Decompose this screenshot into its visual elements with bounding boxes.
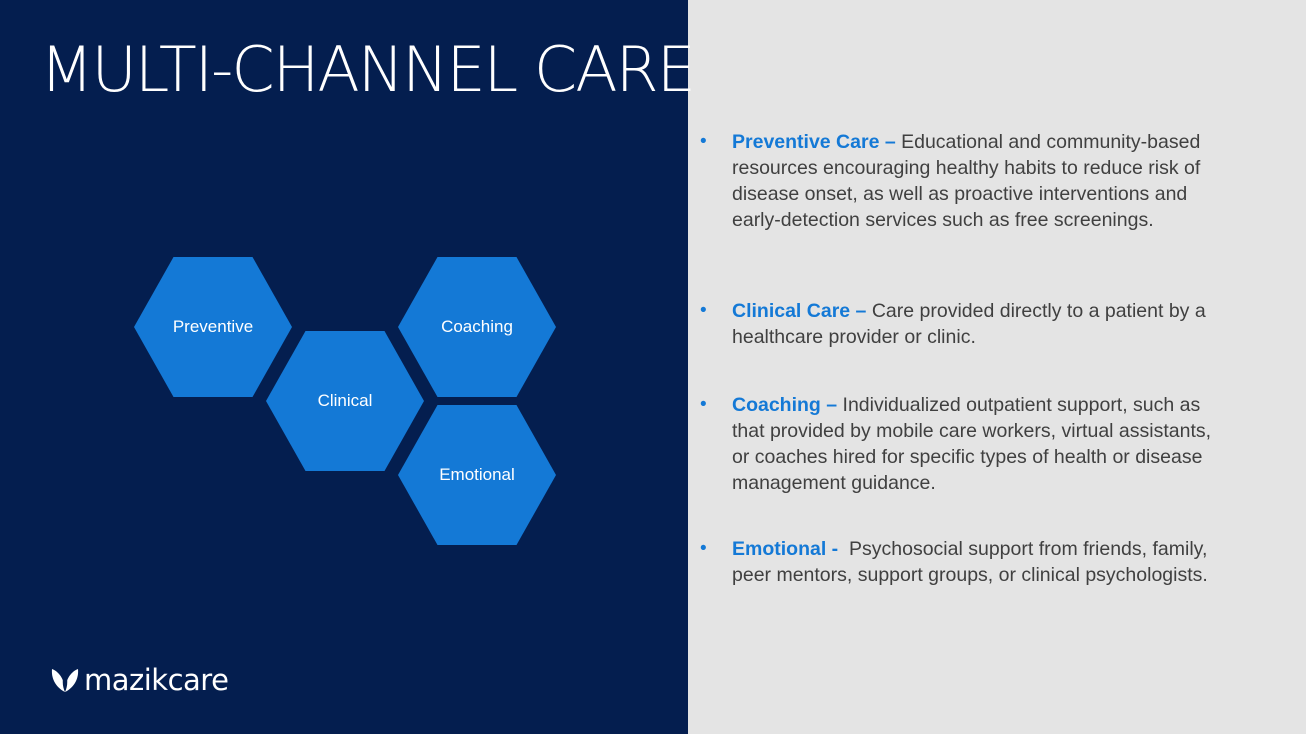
leaf-icon	[51, 669, 79, 692]
bullet-dot: •	[700, 131, 707, 152]
bullet-term: Clinical Care –	[732, 300, 867, 322]
hexagon-label: Coaching	[441, 317, 513, 336]
bullet-term: Coaching –	[732, 394, 838, 416]
logo: mazikcare	[48, 662, 229, 698]
hexagon-label: Clinical	[317, 391, 373, 410]
hexagon-preventive: Preventive	[134, 257, 292, 397]
hexagon-label: Emotional	[439, 465, 515, 484]
bullet-dot: •	[700, 300, 707, 321]
bullet-term: Preventive Care –	[732, 131, 896, 153]
bullet-preventive-care: • Preventive Care – Educational and comm…	[700, 129, 1220, 233]
right-panel	[688, 0, 1306, 734]
bullet-text: Educational and community-based resource…	[732, 131, 1201, 231]
bullet-text: Individualized outpatient support, such …	[732, 394, 1212, 494]
bullet-dot: •	[700, 394, 707, 415]
bullet-emotional: • Emotional - Psychosocial support from …	[700, 536, 1220, 588]
bullet-text: Psychosocial support from friends, famil…	[732, 538, 1208, 586]
bullet-term: Emotional -	[732, 538, 839, 560]
hexagon-label: Preventive	[172, 317, 254, 336]
bullet-clinical-care: • Clinical Care – Care provided directly…	[700, 298, 1220, 350]
bullet-dot: •	[700, 538, 707, 559]
bullet-coaching: • Coaching – Individualized outpatient s…	[700, 392, 1220, 496]
logo-text: mazikcare	[84, 663, 229, 697]
hexagon-clinical: Clinical	[266, 331, 424, 471]
page-title: MULTI-CHANNEL CARE	[40, 33, 696, 106]
bullet-text: Care provided directly to a patient by a…	[732, 300, 1206, 348]
